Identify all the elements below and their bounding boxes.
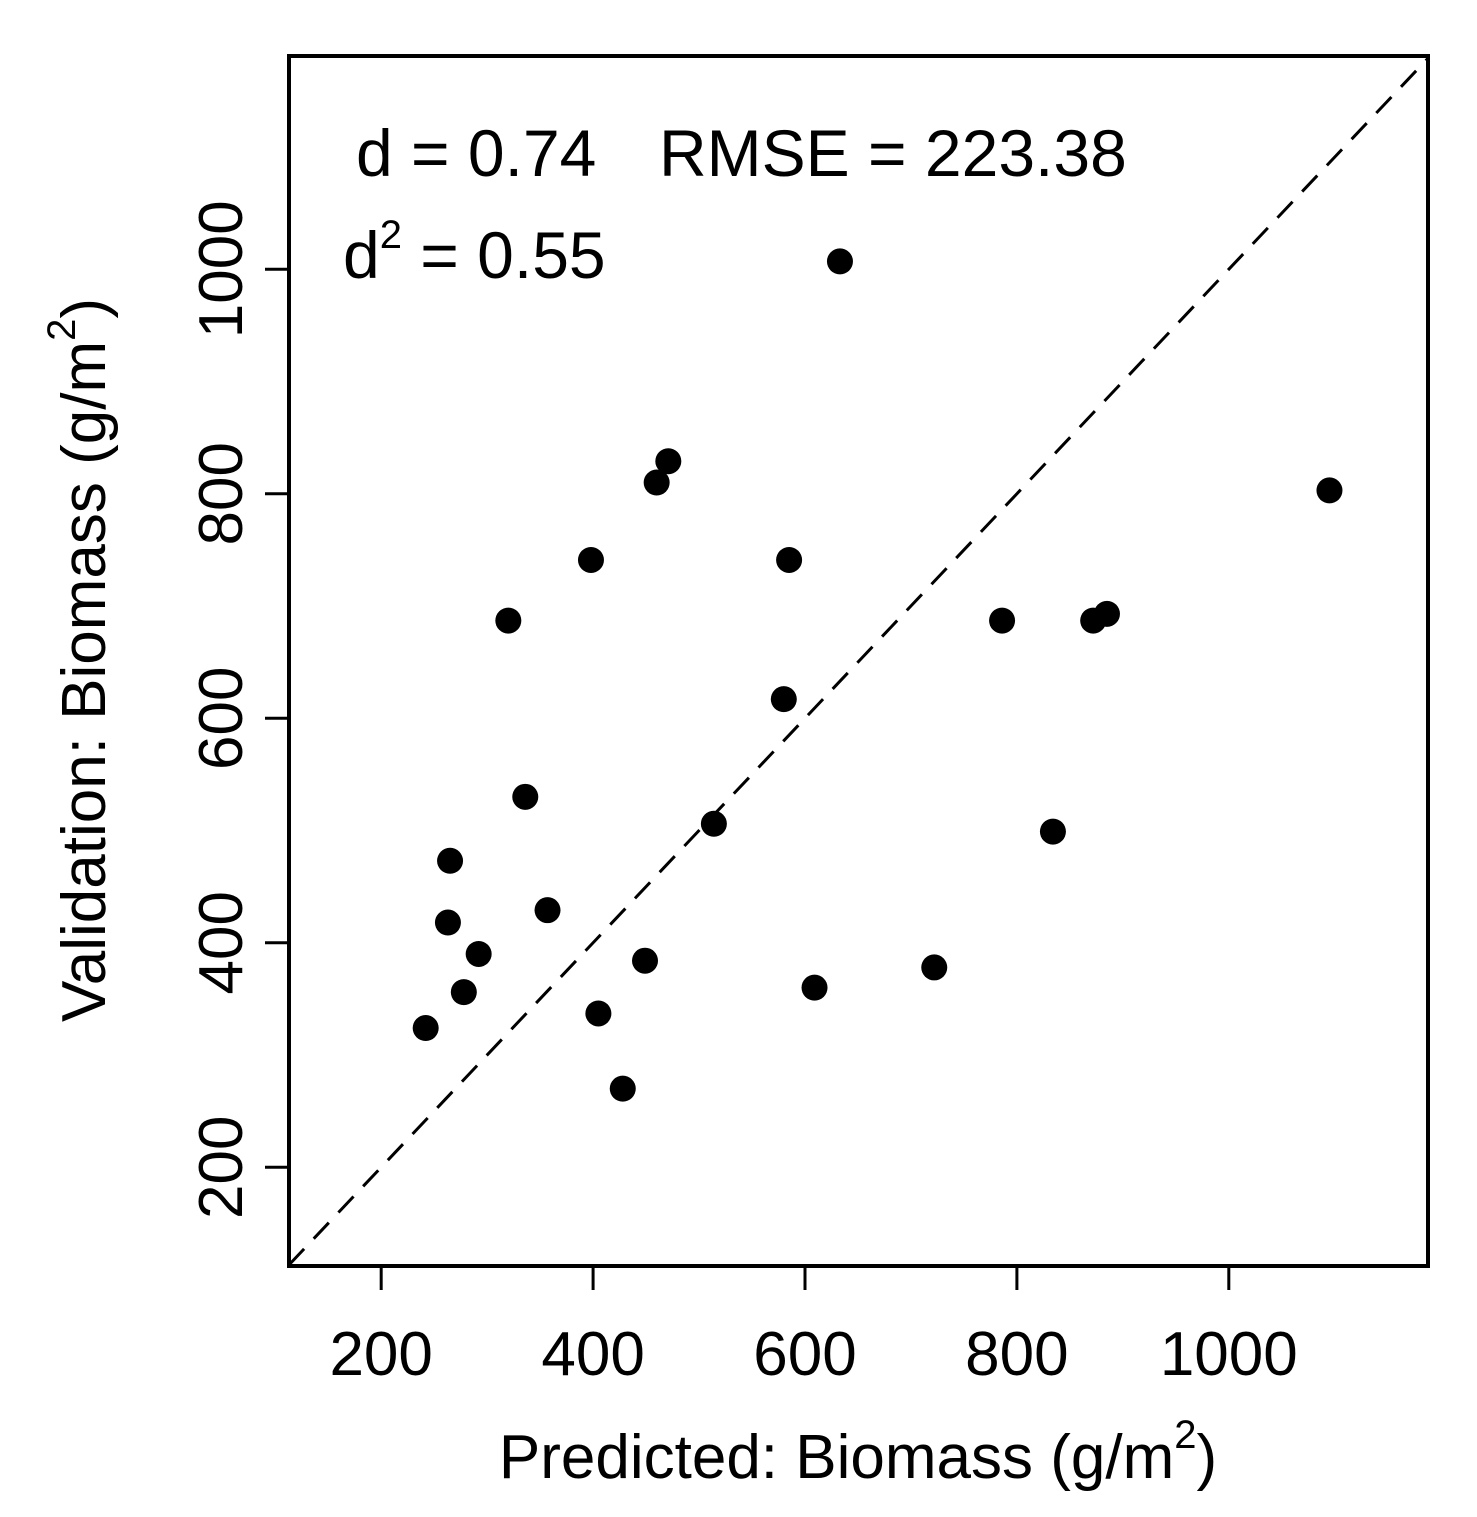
data-point — [989, 607, 1016, 634]
plot-frame — [287, 54, 1430, 1268]
stat-d2-suffix: = 0.55 — [402, 218, 606, 292]
y-tick-label: 400 — [187, 891, 256, 994]
data-point — [700, 810, 727, 837]
stat-rmse-label: RMSE = 223.38 — [659, 116, 1127, 190]
data-point — [1039, 818, 1066, 845]
x-tick-label: 800 — [965, 1320, 1068, 1389]
y-tick-label: 800 — [187, 442, 256, 545]
x-axis-title-text: Predicted: Biomass (g/m — [499, 1423, 1174, 1492]
data-point — [1316, 477, 1343, 504]
data-point — [632, 947, 659, 974]
x-tick-label: 200 — [329, 1320, 432, 1389]
stat-d2-prefix: d — [343, 218, 380, 292]
data-point — [1093, 600, 1120, 627]
data-point — [770, 686, 797, 713]
x-tick-label: 400 — [541, 1320, 644, 1389]
data-point — [585, 1000, 612, 1027]
data-point — [495, 607, 522, 634]
data-point — [655, 448, 682, 475]
x-axis: 200 400 600 800 1000 — [329, 1266, 1298, 1389]
data-point — [577, 546, 604, 573]
stat-d-label: d = 0.74 — [356, 116, 596, 190]
data-point — [512, 783, 539, 810]
one-to-one-reference-line — [287, 57, 1430, 1266]
data-points — [412, 248, 1343, 1102]
data-point — [921, 954, 948, 981]
y-axis-title-text: Validation: Biomass (g/m — [50, 341, 119, 1022]
y-axis: 200 400 600 800 1000 — [187, 200, 289, 1219]
data-point — [643, 469, 670, 496]
stat-d2-sup: 2 — [380, 213, 402, 257]
x-axis-title: Predicted: Biomass (g/m2) — [499, 1413, 1217, 1492]
x-tick-label: 1000 — [1160, 1320, 1298, 1389]
data-point — [412, 1015, 439, 1042]
data-point — [450, 979, 477, 1006]
x-tick-label: 600 — [753, 1320, 856, 1389]
data-point — [776, 546, 803, 573]
data-point — [609, 1075, 636, 1102]
y-axis-title-sup: 2 — [40, 319, 84, 341]
y-axis-title: Validation: Biomass (g/m2) — [40, 298, 119, 1022]
data-point — [465, 940, 492, 967]
y-tick-label: 200 — [187, 1115, 256, 1218]
y-tick-label: 600 — [187, 667, 256, 770]
data-point — [801, 974, 828, 1001]
x-axis-title-sup: 2 — [1174, 1413, 1196, 1457]
stat-d2-label: d2 = 0.55 — [343, 213, 606, 292]
data-point — [826, 248, 853, 275]
y-axis-title-end: ) — [50, 298, 119, 319]
data-point — [534, 897, 561, 924]
x-axis-title-end: ) — [1196, 1423, 1217, 1492]
data-point — [437, 847, 464, 874]
data-point — [434, 909, 461, 936]
y-tick-label: 1000 — [187, 200, 256, 338]
